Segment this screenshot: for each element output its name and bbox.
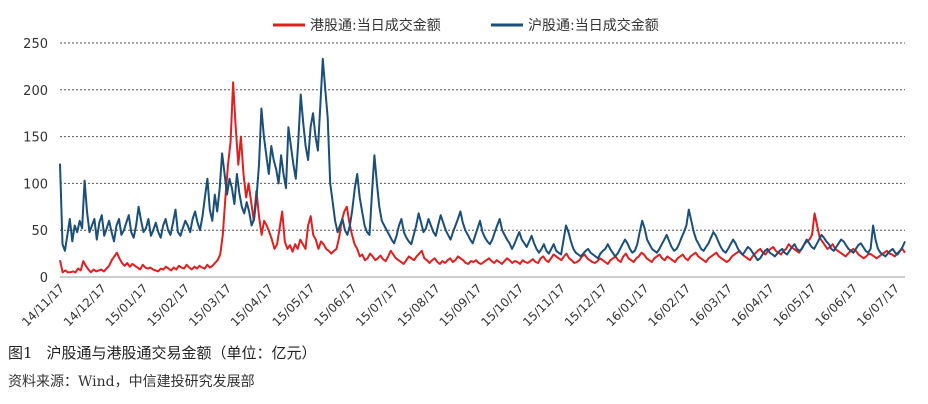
x-tick-label: 16/04/17 <box>729 281 777 329</box>
figure-label: 图1 <box>8 344 33 362</box>
y-tick-label: 0 <box>40 271 48 286</box>
x-tick-label: 16/06/17 <box>812 281 860 329</box>
x-tick-label: 15/06/17 <box>311 281 359 329</box>
x-tick-label: 15/11/17 <box>520 281 568 329</box>
y-tick-label: 200 <box>23 84 48 99</box>
legend-label-hk: 港股通:当日成交金额 <box>310 17 441 34</box>
y-tick-label: 100 <box>23 177 48 192</box>
y-tick-label: 150 <box>23 131 48 146</box>
x-tick-label: 16/03/17 <box>687 281 735 329</box>
x-tick-label: 15/03/17 <box>186 281 234 329</box>
figure-title: 沪股通与港股通交易金额（单位：亿元） <box>46 344 317 362</box>
x-tick-label: 15/08/17 <box>395 281 443 329</box>
series-line-sh-connect <box>59 57 906 262</box>
x-tick-label: 15/04/17 <box>228 281 276 329</box>
x-tick-label: 16/05/17 <box>771 281 819 329</box>
x-tick-label: 14/11/17 <box>19 281 67 329</box>
y-tick-label: 250 <box>23 37 48 52</box>
line-chart: 港股通:当日成交金额 沪股通:当日成交金额 0 50 100 150 200 250 14… <box>19 17 906 329</box>
y-axis: 0 50 100 150 200 250 <box>23 37 48 286</box>
source-note: 资料来源：Wind，中信建投研究发展部 <box>8 374 255 390</box>
y-tick-label: 50 <box>31 224 48 239</box>
figure-caption: 图1 沪股通与港股通交易金额（单位：亿元） <box>8 342 317 363</box>
x-tick-label: 14/12/17 <box>61 281 109 329</box>
chart-legend: 港股通:当日成交金额 沪股通:当日成交金额 <box>273 17 659 34</box>
x-tick-label: 15/12/17 <box>562 281 610 329</box>
x-tick-label: 15/01/17 <box>103 281 151 329</box>
x-tick-label: 16/01/17 <box>604 281 652 329</box>
x-tick-label: 15/02/17 <box>144 281 192 329</box>
series-line-hk-connect <box>59 81 906 274</box>
gridlines <box>60 42 905 231</box>
x-tick-label: 16/02/17 <box>645 281 693 329</box>
series-lines <box>59 57 906 274</box>
x-tick-label: 15/09/17 <box>437 281 485 329</box>
legend-label-sh: 沪股通:当日成交金额 <box>528 17 659 34</box>
x-tick-label: 16/07/17 <box>854 281 902 329</box>
x-tick-label: 15/10/17 <box>478 281 526 329</box>
x-axis: 14/11/1714/12/1715/01/1715/02/1715/03/17… <box>19 276 905 329</box>
x-tick-label: 15/07/17 <box>353 281 401 329</box>
x-tick-label: 15/05/17 <box>270 281 318 329</box>
